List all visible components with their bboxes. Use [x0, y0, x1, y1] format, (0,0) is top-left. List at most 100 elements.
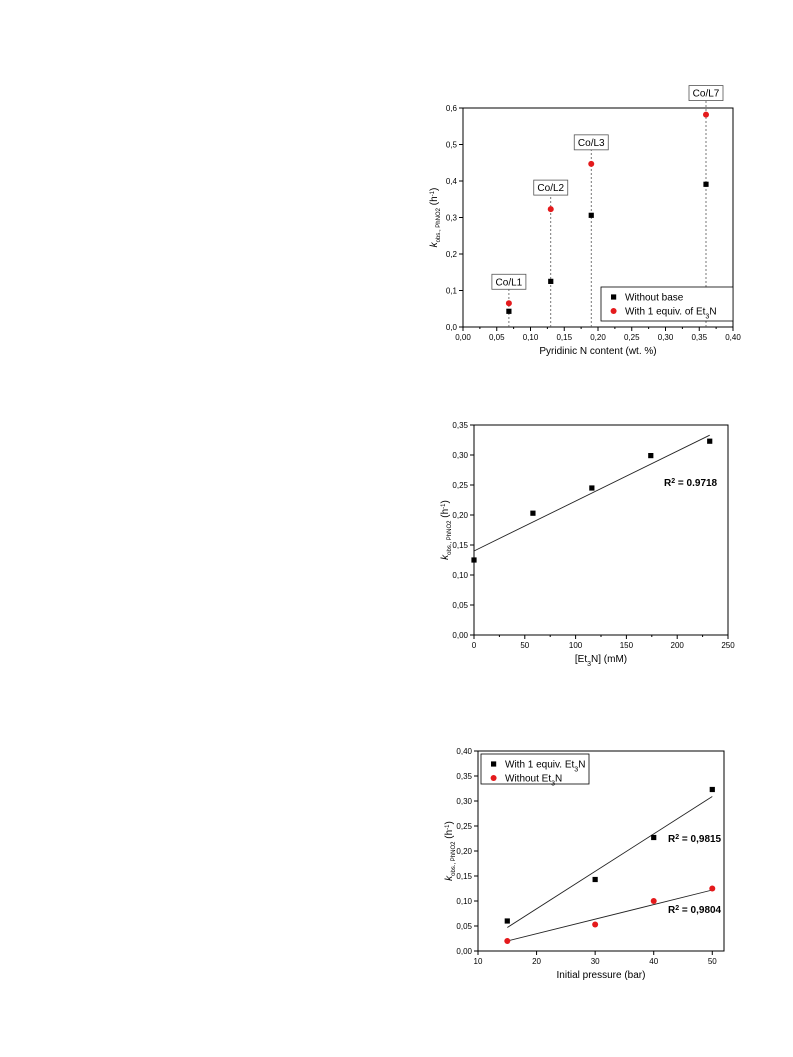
- data-point-series-1: [504, 918, 510, 924]
- legend-marker: [490, 775, 497, 781]
- data-point-series-1: [592, 876, 598, 883]
- data-point-series-1: [651, 834, 657, 841]
- r-squared-text: R: [668, 905, 676, 916]
- chart-3: 10 20 30 40 50 0,00 0,05 0,10 0,15 0,20 0,25 0,30 0,…: [444, 747, 725, 981]
- r-squared-annotation: R2 = 0,9815: [668, 834, 722, 846]
- y-tick-label: 0,15: [452, 541, 468, 550]
- x-tick-label: 250: [721, 641, 735, 650]
- y-axis-label-unit-sup: -1: [441, 503, 447, 509]
- r-squared-sup: 2: [675, 905, 679, 912]
- y-tick-label: 0,40: [456, 747, 472, 756]
- data-point-series-1: [548, 278, 554, 284]
- x-tick-label: 0,40: [725, 333, 741, 342]
- r-squared-annotation: R2 = 0.9718: [664, 478, 718, 490]
- category-label-box: [533, 179, 569, 196]
- legend-marker: [610, 308, 617, 314]
- y-axis-label-sub: obs., PhNO2: [451, 841, 457, 876]
- y-axis-label-unit-post: ): [440, 500, 451, 503]
- data-point-point: [530, 510, 536, 516]
- data-point-point: [471, 557, 477, 563]
- y-tick-label: 0,15: [456, 872, 472, 881]
- data-point-point: [648, 453, 654, 459]
- y-tick-label: 0,05: [452, 601, 468, 610]
- x-axis-label-post: N] (mM): [591, 654, 627, 665]
- fit-line-1: [507, 796, 713, 928]
- y-tick-label: 0,00: [452, 631, 468, 640]
- x-tick-label: 0,25: [624, 333, 640, 342]
- x-tick-label: 0: [472, 641, 477, 650]
- r-squared-post: = 0,9815: [679, 834, 721, 845]
- data-point-series-2: [650, 898, 657, 904]
- x-tick-label: 0,30: [658, 333, 674, 342]
- r-squared-text: R: [668, 834, 676, 845]
- legend-entry-post: N: [709, 307, 716, 318]
- y-tick-label: 0,1: [446, 287, 458, 296]
- y-axis-label-unit: (h: [444, 830, 455, 839]
- x-tick-label: 150: [620, 641, 634, 650]
- y-tick-label: 0,25: [452, 481, 468, 490]
- data-point-series-1: [588, 212, 594, 218]
- data-point-point: [589, 485, 595, 491]
- y-tick-label: 0,20: [452, 511, 468, 520]
- x-tick-label: 10: [474, 957, 483, 966]
- y-axis-label-k: k: [444, 875, 455, 881]
- y-axis-label: kobs., PhNO2 (h-1): [444, 821, 457, 881]
- category-label: Co/L7: [693, 89, 720, 100]
- y-tick-label: 0,05: [456, 922, 472, 931]
- x-tick-label: 50: [708, 957, 717, 966]
- data-point-series-1: [506, 308, 512, 314]
- x-tick-label: 20: [532, 957, 541, 966]
- y-tick-label: 0,35: [456, 772, 472, 781]
- legend-entry-text: With 1 equiv. Et: [505, 760, 575, 771]
- legend-box: [480, 753, 590, 785]
- y-axis-label-sub: obs., PhNO2: [447, 520, 453, 555]
- category-label: Co/L2: [537, 183, 564, 194]
- r-squared-post: = 0.9718: [675, 478, 717, 489]
- x-axis-label: [Et3N] (mM): [575, 654, 627, 668]
- r-squared-sup: 2: [675, 834, 679, 841]
- y-tick-label: 0,2: [446, 250, 458, 259]
- y-axis-label-unit: (h: [429, 196, 440, 205]
- x-tick-label: 30: [591, 957, 600, 966]
- r-squared-text: R: [664, 478, 672, 489]
- x-axis-label: Pyridinic N content (wt. %): [539, 346, 656, 357]
- data-point-point: [707, 438, 713, 444]
- y-axis-label-unit-sup: -1: [430, 190, 436, 196]
- data-point-series-2: [588, 160, 595, 167]
- x-tick-label: 40: [649, 957, 658, 966]
- y-axis-label-unit-post: ): [444, 821, 455, 824]
- legend-entry-sub: 3: [551, 780, 555, 787]
- legend-entry: With 1 equiv. of Et3N: [625, 307, 717, 321]
- legend-entry-text: Without base: [625, 293, 684, 304]
- data-point-series-1: [703, 181, 709, 187]
- y-tick-label: 0,30: [452, 451, 468, 460]
- y-axis-label-k: k: [440, 554, 451, 560]
- y-axis-label-unit-sup: -1: [445, 824, 451, 830]
- legend-entry-text: With 1 equiv. of Et: [625, 307, 706, 318]
- legend-entry-post: N: [578, 760, 585, 771]
- y-axis-label-unit: (h: [440, 509, 451, 518]
- category-label-box: [688, 85, 724, 101]
- plot-frame: [473, 424, 729, 636]
- r-squared-post: = 0,9804: [679, 905, 721, 916]
- data-point-series-2: [547, 206, 554, 213]
- y-axis-label: kobs., PhNO2 (h-1): [440, 500, 453, 560]
- chart-2: 0 50 100 150 200 250 0,00 0,05 0,10 0,15 0,20 0,25 0…: [440, 421, 735, 668]
- x-tick-label: 0,20: [590, 333, 606, 342]
- fit-line-1: [473, 434, 710, 552]
- data-point-series-2: [703, 111, 709, 118]
- category-label: Co/L1: [496, 277, 523, 288]
- y-axis-label: kobs., PhNO2 (h-1): [429, 188, 442, 248]
- r-squared-sup: 2: [671, 478, 675, 485]
- x-axis-label-text: [Et: [575, 654, 587, 665]
- y-axis-label-unit-post: ): [429, 188, 440, 191]
- category-label-box: [573, 134, 609, 151]
- y-tick-label: 0,4: [446, 177, 458, 186]
- x-axis-label-sub: 3: [587, 661, 591, 668]
- y-axis-label-sub: obs., PhNO2: [436, 207, 442, 242]
- x-tick-label: 100: [569, 641, 583, 650]
- y-tick-label: 0,00: [456, 947, 472, 956]
- y-tick-label: 0,5: [446, 141, 458, 150]
- legend-entry: Without base: [625, 293, 684, 304]
